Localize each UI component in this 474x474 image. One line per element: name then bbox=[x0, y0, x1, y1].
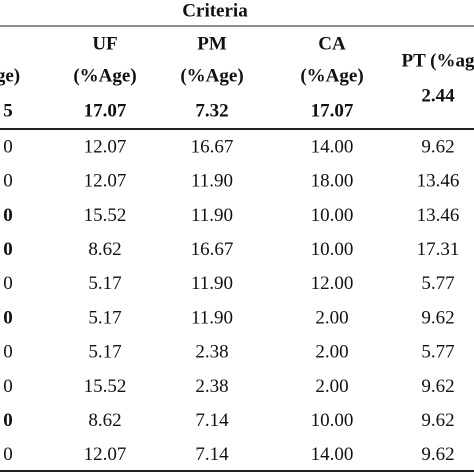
table-cell: 9.62 bbox=[421, 136, 454, 157]
table-cell: 5.17 bbox=[88, 273, 121, 294]
table-cell: 5.77 bbox=[421, 342, 454, 363]
column-header: (%Age) bbox=[180, 65, 243, 86]
table-cell: 15.52 bbox=[84, 376, 127, 397]
table-cell: 14.00 bbox=[311, 444, 354, 465]
table-cell: 9.62 bbox=[421, 376, 454, 397]
column-header: ge) bbox=[0, 65, 20, 86]
table-cell: 14.00 bbox=[311, 136, 354, 157]
table-cell: 17.31 bbox=[417, 239, 460, 260]
column-weight: 7.32 bbox=[195, 100, 228, 121]
table-cell: 10.00 bbox=[311, 205, 354, 226]
table-cell: 0 bbox=[3, 273, 13, 294]
table-cell: 9.62 bbox=[421, 307, 454, 328]
table-cell: 18.00 bbox=[311, 171, 354, 192]
table-cell: 0 bbox=[3, 376, 13, 397]
table-cell: 12.07 bbox=[84, 136, 127, 157]
table-cell: 11.90 bbox=[191, 205, 233, 226]
column-header: PT (%ag bbox=[401, 50, 474, 71]
table-cell: 11.90 bbox=[191, 171, 233, 192]
table-cell: 2.00 bbox=[315, 376, 348, 397]
table-cell: 12.07 bbox=[84, 171, 127, 192]
table-cell: 0 bbox=[3, 410, 13, 431]
table-cell: 9.62 bbox=[421, 444, 454, 465]
table-cell: 2.38 bbox=[195, 376, 228, 397]
table-cell: 0 bbox=[3, 342, 13, 363]
table-cell: 10.00 bbox=[311, 410, 354, 431]
table-cell: 2.00 bbox=[315, 307, 348, 328]
table-cell: 12.07 bbox=[84, 444, 127, 465]
table-cell: 0 bbox=[3, 239, 13, 260]
column-header: UF bbox=[92, 33, 117, 54]
table-cell: 11.90 bbox=[191, 307, 233, 328]
column-weight: 2.44 bbox=[421, 85, 455, 106]
column-header: (%Age) bbox=[73, 65, 136, 86]
table-cell: 15.52 bbox=[84, 205, 127, 226]
table-cell: 7.14 bbox=[195, 444, 229, 465]
table-cell: 5.17 bbox=[88, 342, 121, 363]
table-cell: 5.17 bbox=[88, 307, 121, 328]
table-cell: 5.77 bbox=[421, 273, 454, 294]
column-weight: 17.07 bbox=[84, 100, 127, 121]
table-cell: 9.62 bbox=[421, 410, 454, 431]
table-cell: 16.67 bbox=[191, 239, 234, 260]
table-cell: 0 bbox=[3, 171, 13, 192]
table-cell: 8.62 bbox=[88, 239, 121, 260]
table-cell: 2.38 bbox=[195, 342, 228, 363]
table-title: Criteria bbox=[182, 0, 248, 21]
table-cell: 13.46 bbox=[417, 205, 460, 226]
table-cell: 0 bbox=[3, 307, 13, 328]
column-header: (%Age) bbox=[300, 65, 363, 86]
column-weight: 5 bbox=[3, 100, 13, 121]
column-header: PM bbox=[197, 33, 227, 54]
table-cell: 11.90 bbox=[191, 273, 233, 294]
table-cell: 16.67 bbox=[191, 136, 234, 157]
table-cell: 10.00 bbox=[311, 239, 354, 260]
table-cell: 2.00 bbox=[315, 342, 348, 363]
table-cell: 0 bbox=[3, 205, 13, 226]
table-cell: 0 bbox=[3, 444, 13, 465]
table-cell: 8.62 bbox=[88, 410, 121, 431]
table-cell: 7.14 bbox=[195, 410, 229, 431]
table-cell: 13.46 bbox=[417, 171, 460, 192]
table-cell: 0 bbox=[3, 136, 13, 157]
table-cell: 12.00 bbox=[311, 273, 354, 294]
column-header: CA bbox=[318, 33, 346, 54]
column-weight: 17.07 bbox=[311, 100, 354, 121]
